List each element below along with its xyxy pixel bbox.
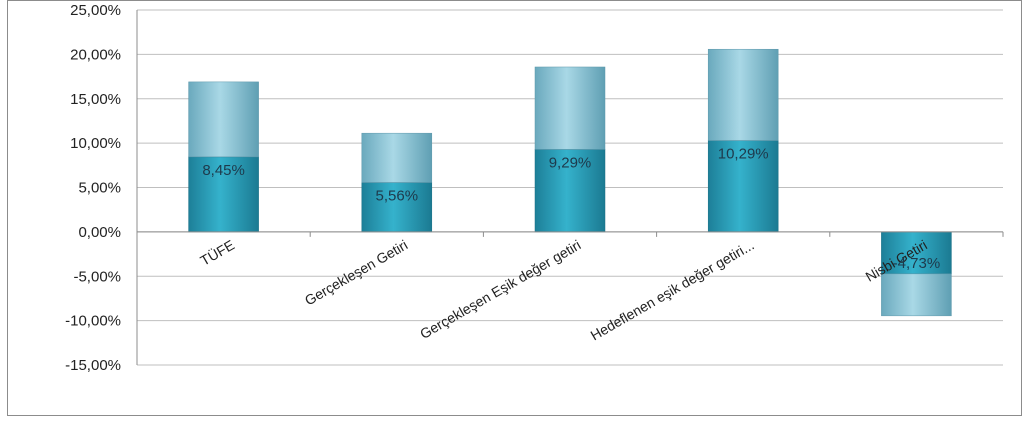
y-tick-label: 20,00% <box>70 46 121 63</box>
bar-segment-1 <box>707 140 779 233</box>
y-tick-label: -15,00% <box>65 357 121 374</box>
data-label: 8,45% <box>202 162 245 179</box>
y-tick-label: -10,00% <box>65 313 121 330</box>
bar-segment-2 <box>534 66 606 150</box>
y-tick-label: 15,00% <box>70 91 121 108</box>
x-category-label: Gerçekleşen Getiri <box>302 237 410 309</box>
data-label: -4,73% <box>893 255 941 272</box>
x-category-label: Hedeflenen eşik değer getiri... <box>588 237 757 344</box>
y-axis: 25,00% 20,00% 15,00% 10,00% 5,00% 0,00% -5,00%… <box>65 2 121 374</box>
data-labels: 8,45% 5,56% 9,29% 10,29% -4,73% <box>202 146 940 272</box>
y-tick-label: -5,00% <box>73 268 121 285</box>
bars <box>188 48 952 317</box>
x-category-label: TÜFE <box>197 236 237 269</box>
bar-segment-2 <box>881 273 952 317</box>
chart-frame <box>7 0 1022 416</box>
y-tick-label: 0,00% <box>78 224 121 241</box>
x-category-label: Gerçekleşen Eşik değer getiri <box>417 237 583 342</box>
bar-segment-2 <box>188 81 259 158</box>
data-label: 9,29% <box>549 154 592 171</box>
bar-segment-1 <box>881 231 952 275</box>
data-label: 5,56% <box>376 188 419 205</box>
y-tick-label: 10,00% <box>70 135 121 152</box>
bar-segment-2 <box>361 132 433 183</box>
bar-segment-2 <box>707 48 779 141</box>
data-label: 10,29% <box>718 146 769 163</box>
y-tick-label: 5,00% <box>78 180 121 197</box>
y-tick-label: 25,00% <box>70 2 121 19</box>
bar-segment-1 <box>534 149 606 233</box>
